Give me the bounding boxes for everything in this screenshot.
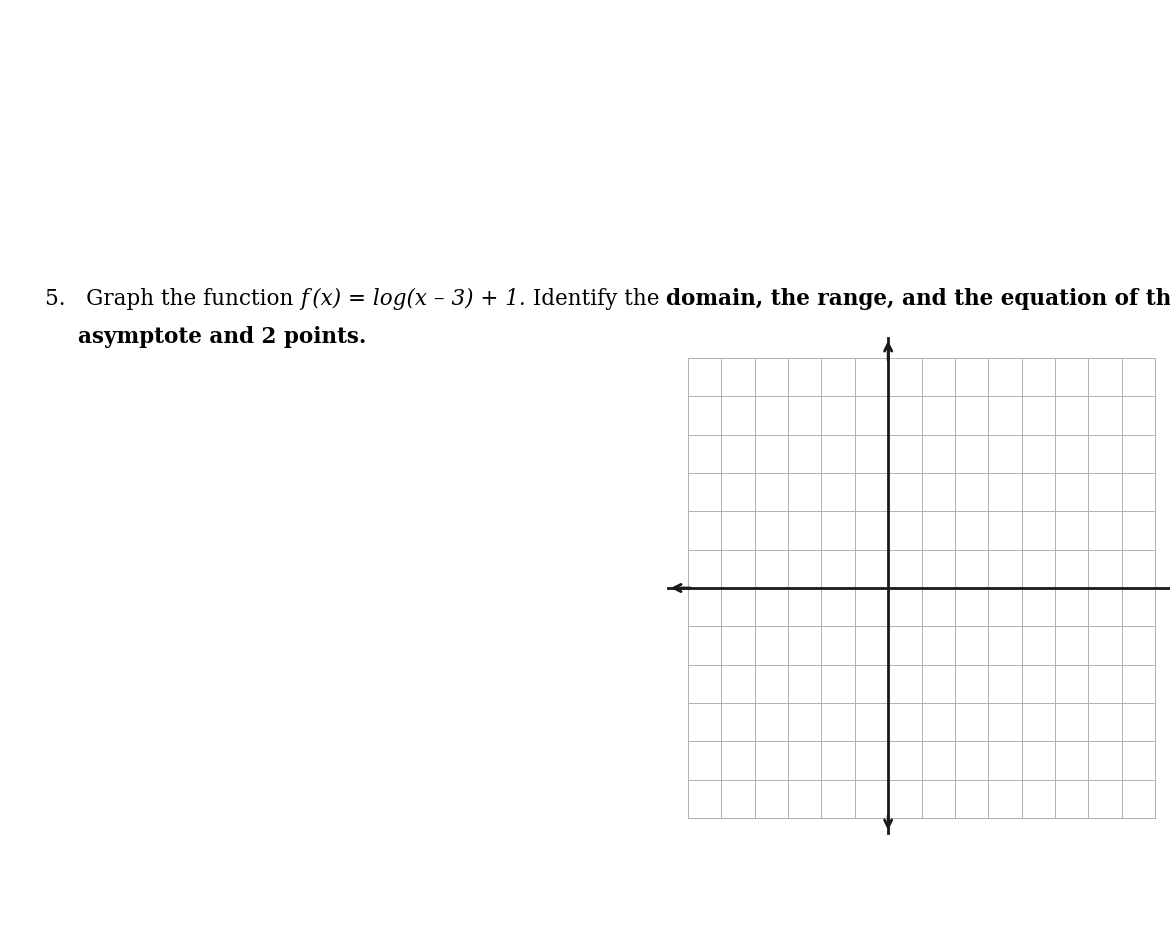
Text: 5.   Graph the function: 5. Graph the function [44, 288, 301, 310]
Text: domain, the range, and the equation of the vertical: domain, the range, and the equation of t… [667, 288, 1170, 310]
Text: asymptote and 2 points.: asymptote and 2 points. [78, 326, 366, 348]
Text: Identify the: Identify the [526, 288, 667, 310]
Text: f (x) = log(x – 3) + 1.: f (x) = log(x – 3) + 1. [301, 288, 526, 310]
